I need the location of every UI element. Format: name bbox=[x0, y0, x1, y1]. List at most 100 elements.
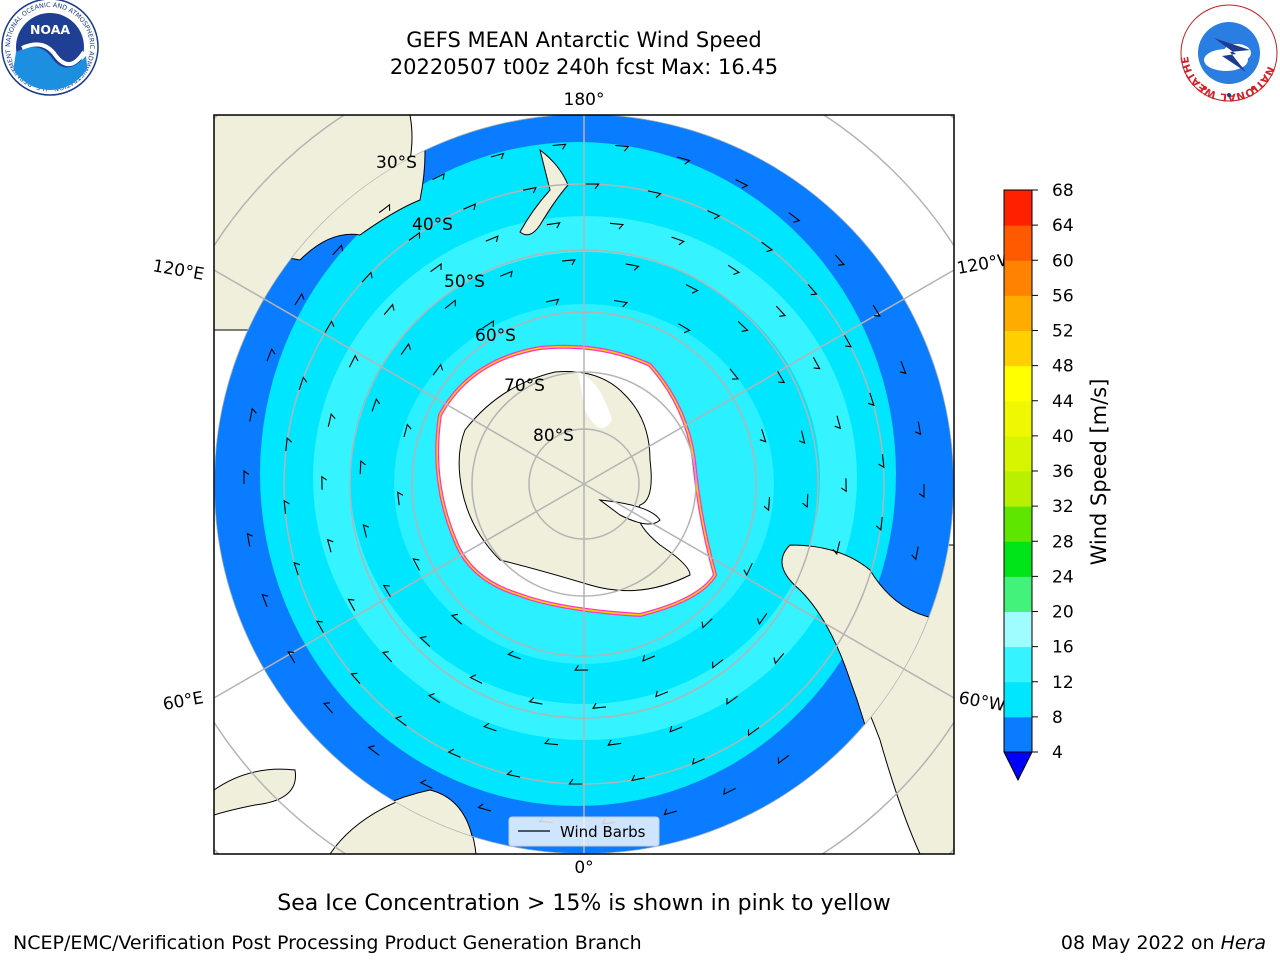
wind-barb bbox=[506, 769, 521, 778]
colorbar-tick-label: 56 bbox=[1052, 286, 1074, 306]
lat-label-40s: 40°S bbox=[412, 215, 453, 235]
wind-barb bbox=[246, 532, 254, 547]
wind-barb bbox=[743, 562, 753, 577]
wind-barb bbox=[350, 672, 361, 684]
wind-barb bbox=[361, 271, 373, 283]
wind-barb bbox=[298, 376, 308, 390]
wind-barb bbox=[834, 415, 842, 430]
colorbar-tick-label: 24 bbox=[1052, 567, 1074, 587]
wind-barb bbox=[759, 429, 767, 443]
wind-barb bbox=[485, 235, 499, 243]
colorbar-tick-label: 60 bbox=[1052, 251, 1074, 271]
wind-barb bbox=[737, 321, 749, 332]
wind-barb bbox=[899, 361, 907, 375]
colorbar-under-arrow bbox=[1003, 751, 1033, 782]
wind-barb bbox=[432, 172, 445, 181]
wind-barb bbox=[394, 715, 407, 727]
wind-barb bbox=[669, 725, 683, 733]
colorbar-tick-label: 32 bbox=[1052, 497, 1074, 517]
colorbar-tick-label: 4 bbox=[1052, 743, 1063, 763]
map-title: GEFS MEAN Antarctic Wind Speed bbox=[406, 28, 762, 52]
lon-label-60w: 60°W bbox=[957, 688, 1007, 716]
legend-label: Wind Barbs bbox=[560, 823, 646, 841]
wind-barb bbox=[840, 478, 847, 493]
footer-host: Hera bbox=[1220, 932, 1266, 954]
wind-barb bbox=[382, 584, 391, 597]
colorbar-segment bbox=[1004, 365, 1032, 402]
colorbar-tick-label: 44 bbox=[1052, 392, 1074, 412]
colorbar-segment bbox=[1004, 400, 1032, 437]
wind-barb bbox=[528, 697, 543, 705]
wind-barb bbox=[482, 319, 495, 329]
wind-barb bbox=[918, 484, 925, 499]
colorbar-segment bbox=[1004, 471, 1032, 507]
wind-barb bbox=[499, 270, 513, 278]
colorbar-label: Wind Speed [m/s] bbox=[1087, 379, 1111, 566]
wind-barb bbox=[326, 538, 334, 553]
wind-barb bbox=[283, 499, 290, 514]
wind-barb bbox=[371, 397, 381, 412]
wind-barb bbox=[614, 299, 629, 308]
wind-barb bbox=[450, 613, 463, 625]
wind-barb bbox=[676, 156, 691, 165]
wind-barb bbox=[545, 298, 560, 306]
colorbar-tick-label: 28 bbox=[1052, 532, 1074, 552]
wind-barb bbox=[701, 618, 713, 629]
colorbar-tick-label: 16 bbox=[1052, 638, 1074, 658]
wind-barb bbox=[723, 787, 736, 796]
wind-barb bbox=[444, 299, 456, 309]
wind-barb bbox=[867, 392, 875, 407]
colorbar-tick-label: 52 bbox=[1052, 322, 1074, 342]
colorbar-tick-label: 64 bbox=[1052, 216, 1074, 236]
wind-barb bbox=[872, 304, 881, 317]
wind-barb bbox=[729, 368, 740, 380]
wind-barb bbox=[812, 356, 821, 370]
wind-barb bbox=[294, 292, 305, 306]
wind-barb bbox=[249, 407, 257, 422]
wind-barb bbox=[707, 210, 721, 220]
noaa-logo: NATIONAL OCEANIC AND ATMOSPHERIC ADMINIS… bbox=[0, 0, 99, 96]
wind-barb bbox=[726, 695, 738, 706]
lat-label-80s: 80°S bbox=[533, 426, 574, 446]
colorbar-segment bbox=[1004, 576, 1032, 612]
wind-barb bbox=[400, 342, 412, 356]
wind-barb bbox=[243, 469, 250, 484]
colorbar-segment bbox=[1004, 330, 1032, 367]
wind-barb bbox=[430, 262, 442, 273]
colorbar-tick-label: 8 bbox=[1052, 708, 1063, 728]
footer-credit: NCEP/EMC/Verification Post Processing Pr… bbox=[13, 932, 642, 954]
wind-barb bbox=[523, 186, 537, 194]
footer-date-text: 08 May 2022 on bbox=[1060, 932, 1221, 954]
wind-barb bbox=[609, 222, 625, 230]
wind-barb bbox=[631, 774, 645, 782]
wind-barb bbox=[756, 612, 768, 626]
wind-barb bbox=[712, 659, 724, 669]
map-subtitle: 20220507 t00z 240h fcst Max: 16.45 bbox=[389, 55, 779, 79]
wind-barb bbox=[327, 412, 336, 427]
wind-barb bbox=[911, 546, 919, 561]
wind-barb bbox=[834, 254, 846, 266]
wind-barb bbox=[347, 598, 356, 612]
colorbar-tick-label: 12 bbox=[1052, 673, 1074, 693]
colorbar-segment bbox=[1004, 295, 1032, 331]
wind-barb bbox=[483, 722, 497, 732]
map-frame bbox=[213, 114, 955, 855]
wind-barb bbox=[788, 212, 801, 223]
wind-barb bbox=[348, 354, 359, 368]
wind-barb bbox=[543, 738, 559, 746]
wind-barb bbox=[914, 421, 922, 436]
wind-barb bbox=[419, 636, 431, 647]
wind-barb bbox=[367, 745, 380, 756]
colorbar-tick-label: 20 bbox=[1052, 603, 1074, 623]
wind-barb bbox=[647, 190, 662, 199]
footer-date: 08 May 2022 on Hera bbox=[1061, 932, 1266, 954]
lon-label-0: 0° bbox=[574, 858, 593, 878]
wind-barb bbox=[285, 436, 293, 452]
lat-label-30s: 30°S bbox=[376, 153, 417, 173]
wind-barb bbox=[763, 497, 771, 512]
wind-barb bbox=[463, 203, 477, 211]
colorbar-tick-label: 36 bbox=[1052, 462, 1074, 482]
colorbar-segment bbox=[1004, 716, 1032, 753]
